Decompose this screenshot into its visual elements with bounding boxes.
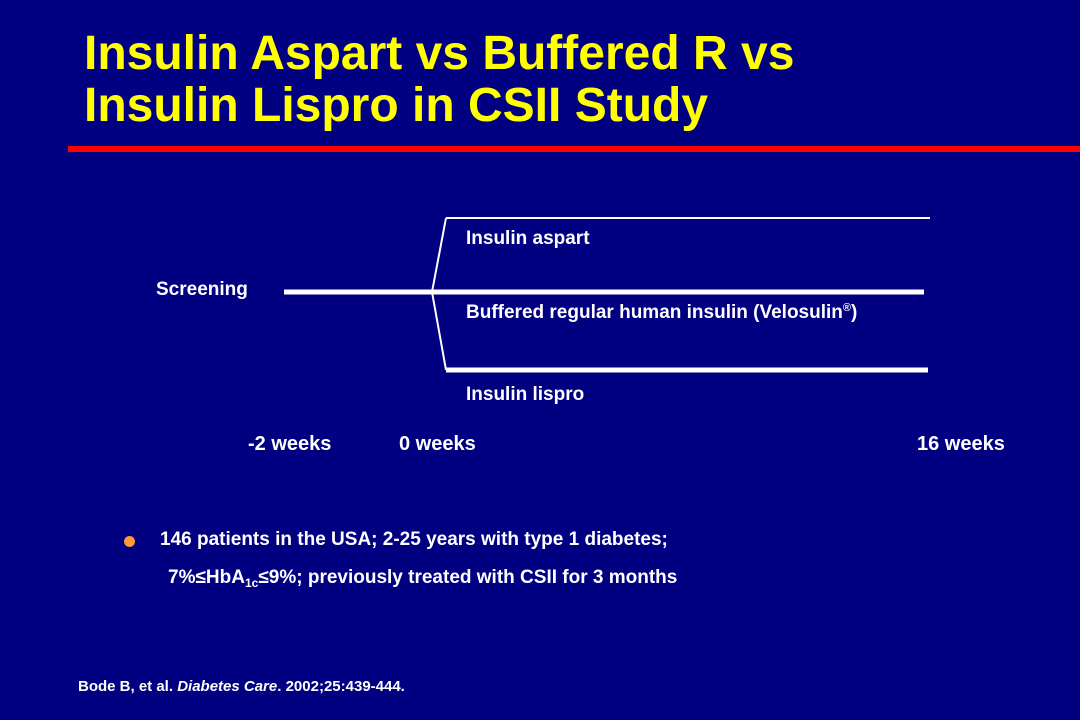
bullet-dot-icon	[124, 536, 135, 547]
title-line-2: Insulin Lispro in CSII Study	[84, 79, 709, 132]
citation-authors: Bode B, et al.	[78, 678, 178, 695]
less-equal-symbol-2: ≤	[258, 567, 269, 588]
hba-subscript: 1c	[244, 576, 259, 590]
screening-label: Screening	[156, 279, 248, 300]
arm-label-buffered: Buffered regular human insulin (Velosuli…	[466, 302, 857, 324]
timepoint-0-weeks: 0 weeks	[399, 433, 476, 455]
arm-label-buffered-text: Buffered regular human insulin (Velosuli…	[466, 302, 843, 323]
hba-text: HbA	[205, 567, 245, 588]
citation-details: . 2002;25:439-444.	[277, 678, 405, 695]
bullet-text-7-percent: 7%	[168, 567, 196, 588]
bullet-line-2: 7%≤HbA1c≤9%; previously treated with CSI…	[168, 567, 677, 589]
title-line-1: Insulin Aspart vs Buffered R vs	[84, 27, 795, 80]
bullet-text-rest: 9%; previously treated with CSII for 3 m…	[268, 567, 678, 588]
slide-title: Insulin Aspart vs Buffered R vs Insulin …	[84, 28, 1044, 132]
arm-label-buffered-suffix: )	[851, 302, 858, 323]
bullet-line-1: 146 patients in the USA; 2-25 years with…	[160, 529, 668, 550]
citation: Bode B, et al. Diabetes Care. 2002;25:43…	[78, 678, 405, 696]
timepoint-16-weeks: 16 weeks	[917, 433, 1005, 455]
timepoint-minus-2-weeks: -2 weeks	[248, 433, 332, 455]
arm-label-lispro: Insulin lispro	[466, 384, 585, 405]
less-equal-symbol: ≤	[195, 567, 206, 588]
registered-trademark: ®	[842, 302, 851, 314]
citation-journal: Diabetes Care	[177, 678, 278, 695]
title-underline	[68, 146, 1080, 152]
branch-upper	[431, 217, 447, 293]
branch-lower	[431, 291, 447, 371]
arm-label-aspart: Insulin aspart	[466, 228, 590, 249]
